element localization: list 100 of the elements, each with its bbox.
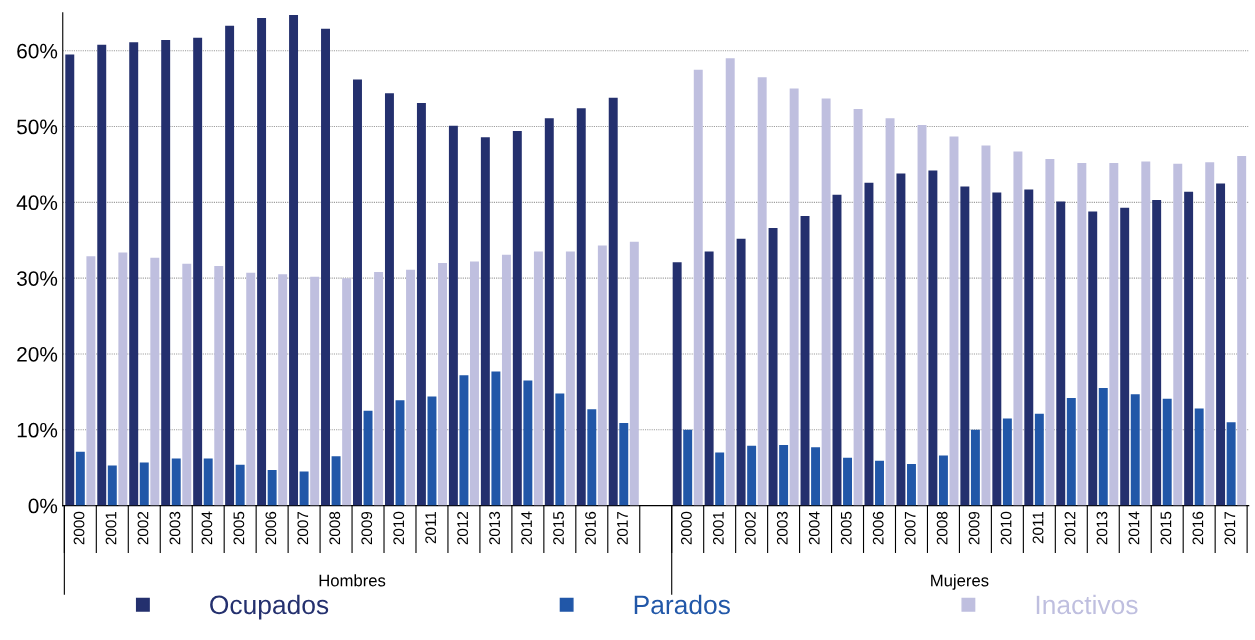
x-tick-label: 2003 [169, 511, 181, 545]
text: Mujeres [931, 574, 989, 590]
bar [736, 238, 746, 506]
bar [150, 257, 160, 506]
bar [1056, 201, 1066, 506]
bar [821, 98, 831, 506]
bar [267, 469, 277, 506]
bar [1184, 191, 1194, 506]
x-tick-label: 2016 [585, 511, 596, 545]
bar [118, 252, 128, 506]
x-tick-label: 2010 [393, 511, 405, 545]
bar [65, 54, 75, 506]
bar [864, 182, 874, 506]
x-tick-label: 2013 [489, 511, 500, 545]
x-tick-label: 2005 [233, 511, 245, 545]
bar [214, 266, 224, 506]
x-tick-label: 2015 [1160, 511, 1172, 545]
bar [1237, 156, 1247, 506]
bar [619, 422, 629, 506]
bar [981, 145, 991, 506]
bar [907, 463, 916, 506]
y-tick-label: 40% [16, 195, 58, 211]
bar [459, 375, 469, 506]
y-tick-label: 60% [17, 43, 58, 59]
x-tick-label: 2004 [201, 511, 213, 545]
bar [960, 186, 970, 506]
x-tick-label: 2008 [936, 511, 948, 545]
bar [1098, 388, 1108, 506]
bar [1002, 418, 1012, 506]
bar [533, 251, 543, 506]
bar [747, 445, 757, 506]
bar [853, 109, 863, 506]
bar [86, 256, 96, 506]
bar [1216, 183, 1226, 506]
bar [629, 241, 639, 506]
legend-label: Inactivos [1036, 594, 1138, 615]
bar [789, 88, 799, 506]
bar [715, 452, 725, 506]
bar [161, 40, 171, 506]
bar [501, 254, 511, 506]
bar [704, 251, 714, 506]
legend-label: Ocupados [210, 594, 329, 620]
bar [1024, 189, 1034, 506]
bar [310, 276, 320, 506]
x-tick-label: 2016 [1192, 511, 1204, 545]
bar [406, 269, 416, 506]
bar [75, 451, 85, 506]
bar [374, 272, 384, 506]
text: Hombres [319, 574, 386, 587]
x-tick-label: 2012 [1064, 511, 1076, 545]
bar [896, 173, 906, 506]
x-tick-label: 2002 [137, 511, 149, 545]
bar [1013, 151, 1023, 506]
bar [1077, 162, 1087, 506]
bar [725, 58, 735, 506]
bar [1205, 162, 1215, 506]
x-tick-label: 2005 [840, 511, 852, 545]
bar [203, 458, 213, 506]
bar [683, 429, 693, 506]
bar [757, 77, 767, 506]
bar [246, 272, 256, 506]
bar [97, 44, 107, 506]
bar [1194, 408, 1204, 506]
bar [693, 69, 703, 506]
bar [129, 42, 139, 506]
bar [299, 471, 309, 506]
bar [448, 125, 458, 506]
y-tick-label: 30% [16, 271, 58, 286]
bar [512, 131, 522, 506]
bar [491, 371, 501, 506]
x-tick-label: 2011 [425, 511, 437, 544]
bar [1109, 162, 1119, 506]
bar [289, 15, 299, 506]
y-tick-label: 50% [17, 119, 58, 135]
x-tick-label: 2004 [808, 511, 820, 545]
x-tick-label: 2003 [776, 511, 788, 545]
legend-label: Parados [634, 594, 730, 615]
bar [171, 458, 181, 506]
bar [938, 455, 948, 506]
x-tick-label: 2009 [361, 511, 373, 545]
bar [779, 444, 789, 506]
bar [1034, 413, 1044, 506]
bar [768, 228, 778, 506]
bar [843, 457, 853, 506]
bar [225, 25, 235, 506]
bar [1120, 207, 1130, 506]
bar [544, 118, 554, 506]
x-tick-label: 2007 [297, 511, 309, 545]
x-tick-label: 2001 [712, 511, 724, 545]
bar [1141, 161, 1151, 506]
x-tick-label: 2015 [553, 511, 564, 545]
x-tick-label: 2009 [968, 511, 980, 545]
bar [672, 262, 682, 506]
bar [427, 396, 437, 506]
bar [587, 409, 597, 506]
bar [278, 274, 288, 506]
bar [1226, 422, 1236, 506]
bar [608, 97, 618, 506]
bar [811, 447, 821, 506]
bar [565, 251, 575, 506]
